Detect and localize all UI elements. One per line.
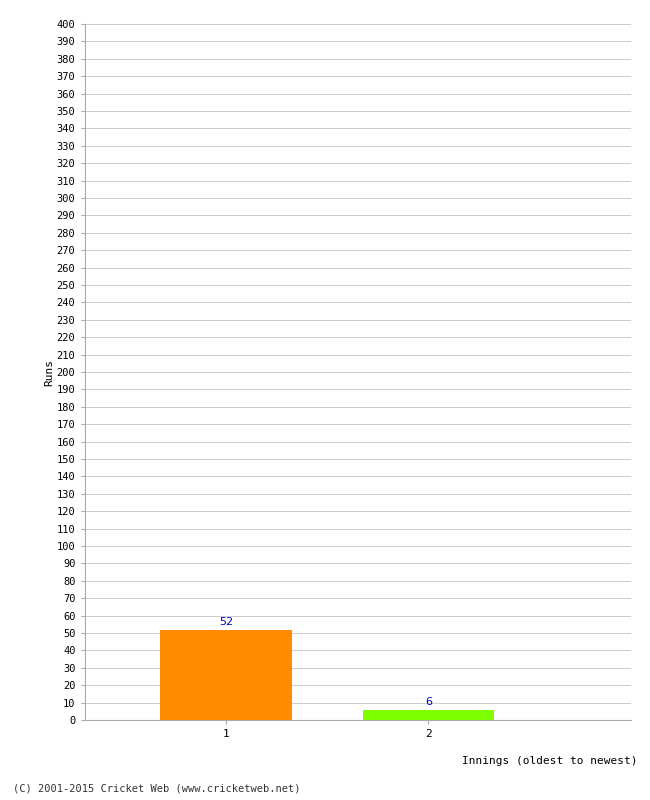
Text: 6: 6 [425,697,432,707]
Bar [161,630,292,720]
Text: (C) 2001-2015 Cricket Web (www.cricketweb.net): (C) 2001-2015 Cricket Web (www.cricketwe… [13,784,300,794]
Y-axis label: Runs: Runs [44,358,54,386]
Text: Innings (oldest to newest): Innings (oldest to newest) [462,756,637,766]
Text: 52: 52 [219,617,233,627]
Bar [363,710,494,720]
